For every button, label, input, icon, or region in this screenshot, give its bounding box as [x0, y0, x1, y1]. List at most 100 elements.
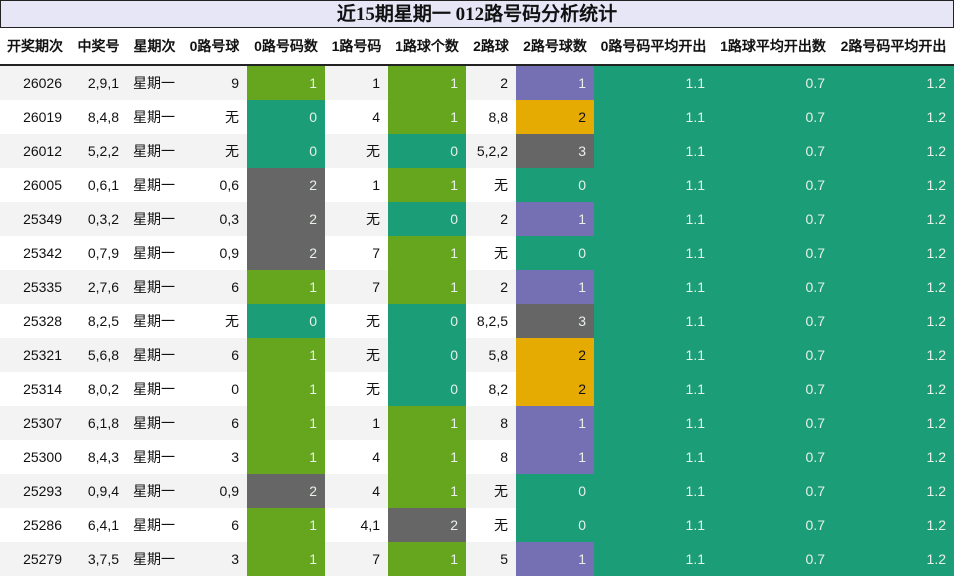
cell-avg2: 1.2 [833, 474, 954, 508]
cell-period: 26019 [0, 100, 70, 134]
cell-r1n: 0 [388, 338, 466, 372]
cell-numbers: 3,7,5 [70, 542, 127, 576]
cell-r1: 无 [325, 134, 388, 168]
cell-period: 25342 [0, 236, 70, 270]
cell-numbers: 5,2,2 [70, 134, 127, 168]
cell-weekday: 星期一 [127, 100, 182, 134]
column-header: 0路号码平均开出 [594, 28, 713, 66]
cell-avg1: 0.7 [713, 474, 833, 508]
cell-avg0: 1.1 [594, 542, 713, 576]
cell-numbers: 2,9,1 [70, 65, 127, 100]
cell-weekday: 星期一 [127, 440, 182, 474]
cell-numbers: 8,4,3 [70, 440, 127, 474]
table-row: 25307 6,1,8 星期一 6 1 1 1 8 1 1.1 0.7 1.2 [0, 406, 954, 440]
table-row: 25279 3,7,5 星期一 3 1 7 1 5 1 1.1 0.7 1.2 [0, 542, 954, 576]
cell-r2: 2 [466, 65, 516, 100]
cell-r1: 4 [325, 474, 388, 508]
cell-r0n: 2 [247, 168, 325, 202]
cell-r0n: 1 [247, 440, 325, 474]
cell-avg1: 0.7 [713, 168, 833, 202]
cell-avg2: 1.2 [833, 202, 954, 236]
cell-weekday: 星期一 [127, 338, 182, 372]
cell-r2: 8 [466, 440, 516, 474]
cell-avg1: 0.7 [713, 440, 833, 474]
cell-avg0: 1.1 [594, 338, 713, 372]
cell-avg0: 1.1 [594, 304, 713, 338]
cell-weekday: 星期一 [127, 406, 182, 440]
cell-numbers: 8,2,5 [70, 304, 127, 338]
cell-r0: 0,6 [182, 168, 247, 202]
column-header: 1路球个数 [388, 28, 466, 66]
cell-period: 25300 [0, 440, 70, 474]
cell-r2: 5 [466, 542, 516, 576]
cell-period: 26026 [0, 65, 70, 100]
cell-r0n: 2 [247, 236, 325, 270]
column-header: 2路号球数 [516, 28, 594, 66]
cell-r1: 4 [325, 440, 388, 474]
cell-avg0: 1.1 [594, 474, 713, 508]
cell-avg1: 0.7 [713, 65, 833, 100]
cell-r0: 6 [182, 338, 247, 372]
cell-avg2: 1.2 [833, 168, 954, 202]
table-row: 25349 0,3,2 星期一 0,3 2 无 0 2 1 1.1 0.7 1.2 [0, 202, 954, 236]
cell-r0n: 1 [247, 65, 325, 100]
cell-avg2: 1.2 [833, 508, 954, 542]
cell-r1: 1 [325, 168, 388, 202]
cell-r2n: 2 [516, 372, 594, 406]
cell-numbers: 8,0,2 [70, 372, 127, 406]
column-header: 星期次 [127, 28, 182, 66]
cell-r2: 8,2 [466, 372, 516, 406]
cell-weekday: 星期一 [127, 542, 182, 576]
cell-avg1: 0.7 [713, 202, 833, 236]
cell-r0: 无 [182, 134, 247, 168]
cell-avg2: 1.2 [833, 372, 954, 406]
cell-r2: 8,2,5 [466, 304, 516, 338]
table-row: 25293 0,9,4 星期一 0,9 2 4 1 无 0 1.1 0.7 1.2 [0, 474, 954, 508]
column-header: 开奖期次 [0, 28, 70, 66]
cell-r1: 无 [325, 372, 388, 406]
cell-numbers: 8,4,8 [70, 100, 127, 134]
cell-avg2: 1.2 [833, 542, 954, 576]
cell-r0: 0,9 [182, 236, 247, 270]
cell-weekday: 星期一 [127, 508, 182, 542]
cell-r1: 4,1 [325, 508, 388, 542]
cell-r0: 6 [182, 406, 247, 440]
cell-r0n: 1 [247, 542, 325, 576]
cell-r0n: 1 [247, 406, 325, 440]
cell-r0n: 1 [247, 508, 325, 542]
cell-weekday: 星期一 [127, 372, 182, 406]
cell-r1n: 0 [388, 372, 466, 406]
cell-avg2: 1.2 [833, 100, 954, 134]
cell-avg1: 0.7 [713, 236, 833, 270]
table-row: 26026 2,9,1 星期一 9 1 1 1 2 1 1.1 0.7 1.2 [0, 65, 954, 100]
cell-avg2: 1.2 [833, 304, 954, 338]
cell-r0n: 1 [247, 338, 325, 372]
cell-avg1: 0.7 [713, 406, 833, 440]
cell-period: 25293 [0, 474, 70, 508]
cell-avg0: 1.1 [594, 372, 713, 406]
cell-weekday: 星期一 [127, 65, 182, 100]
cell-r2n: 1 [516, 65, 594, 100]
table-row: 26012 5,2,2 星期一无 0 无 0 5,2,2 3 1.1 0.7 1.2 [0, 134, 954, 168]
cell-period: 25307 [0, 406, 70, 440]
cell-r2: 无 [466, 508, 516, 542]
cell-r2: 无 [466, 168, 516, 202]
cell-avg0: 1.1 [594, 65, 713, 100]
cell-r0: 6 [182, 270, 247, 304]
column-header: 1路球平均开出数 [713, 28, 833, 66]
cell-avg1: 0.7 [713, 372, 833, 406]
cell-period: 25279 [0, 542, 70, 576]
cell-r2n: 0 [516, 474, 594, 508]
cell-r0: 无 [182, 100, 247, 134]
cell-weekday: 星期一 [127, 304, 182, 338]
cell-avg2: 1.2 [833, 270, 954, 304]
cell-r1n: 1 [388, 168, 466, 202]
cell-r0n: 2 [247, 202, 325, 236]
header-row: 开奖期次 中奖号 星期次 0路号球 0路号码数 1路号码 1路球个数 2路球 2路号球数 0路号码… [0, 28, 954, 66]
cell-period: 25286 [0, 508, 70, 542]
cell-r2n: 1 [516, 542, 594, 576]
cell-r0: 0,3 [182, 202, 247, 236]
cell-r1n: 1 [388, 474, 466, 508]
cell-avg1: 0.7 [713, 100, 833, 134]
cell-r1n: 1 [388, 406, 466, 440]
